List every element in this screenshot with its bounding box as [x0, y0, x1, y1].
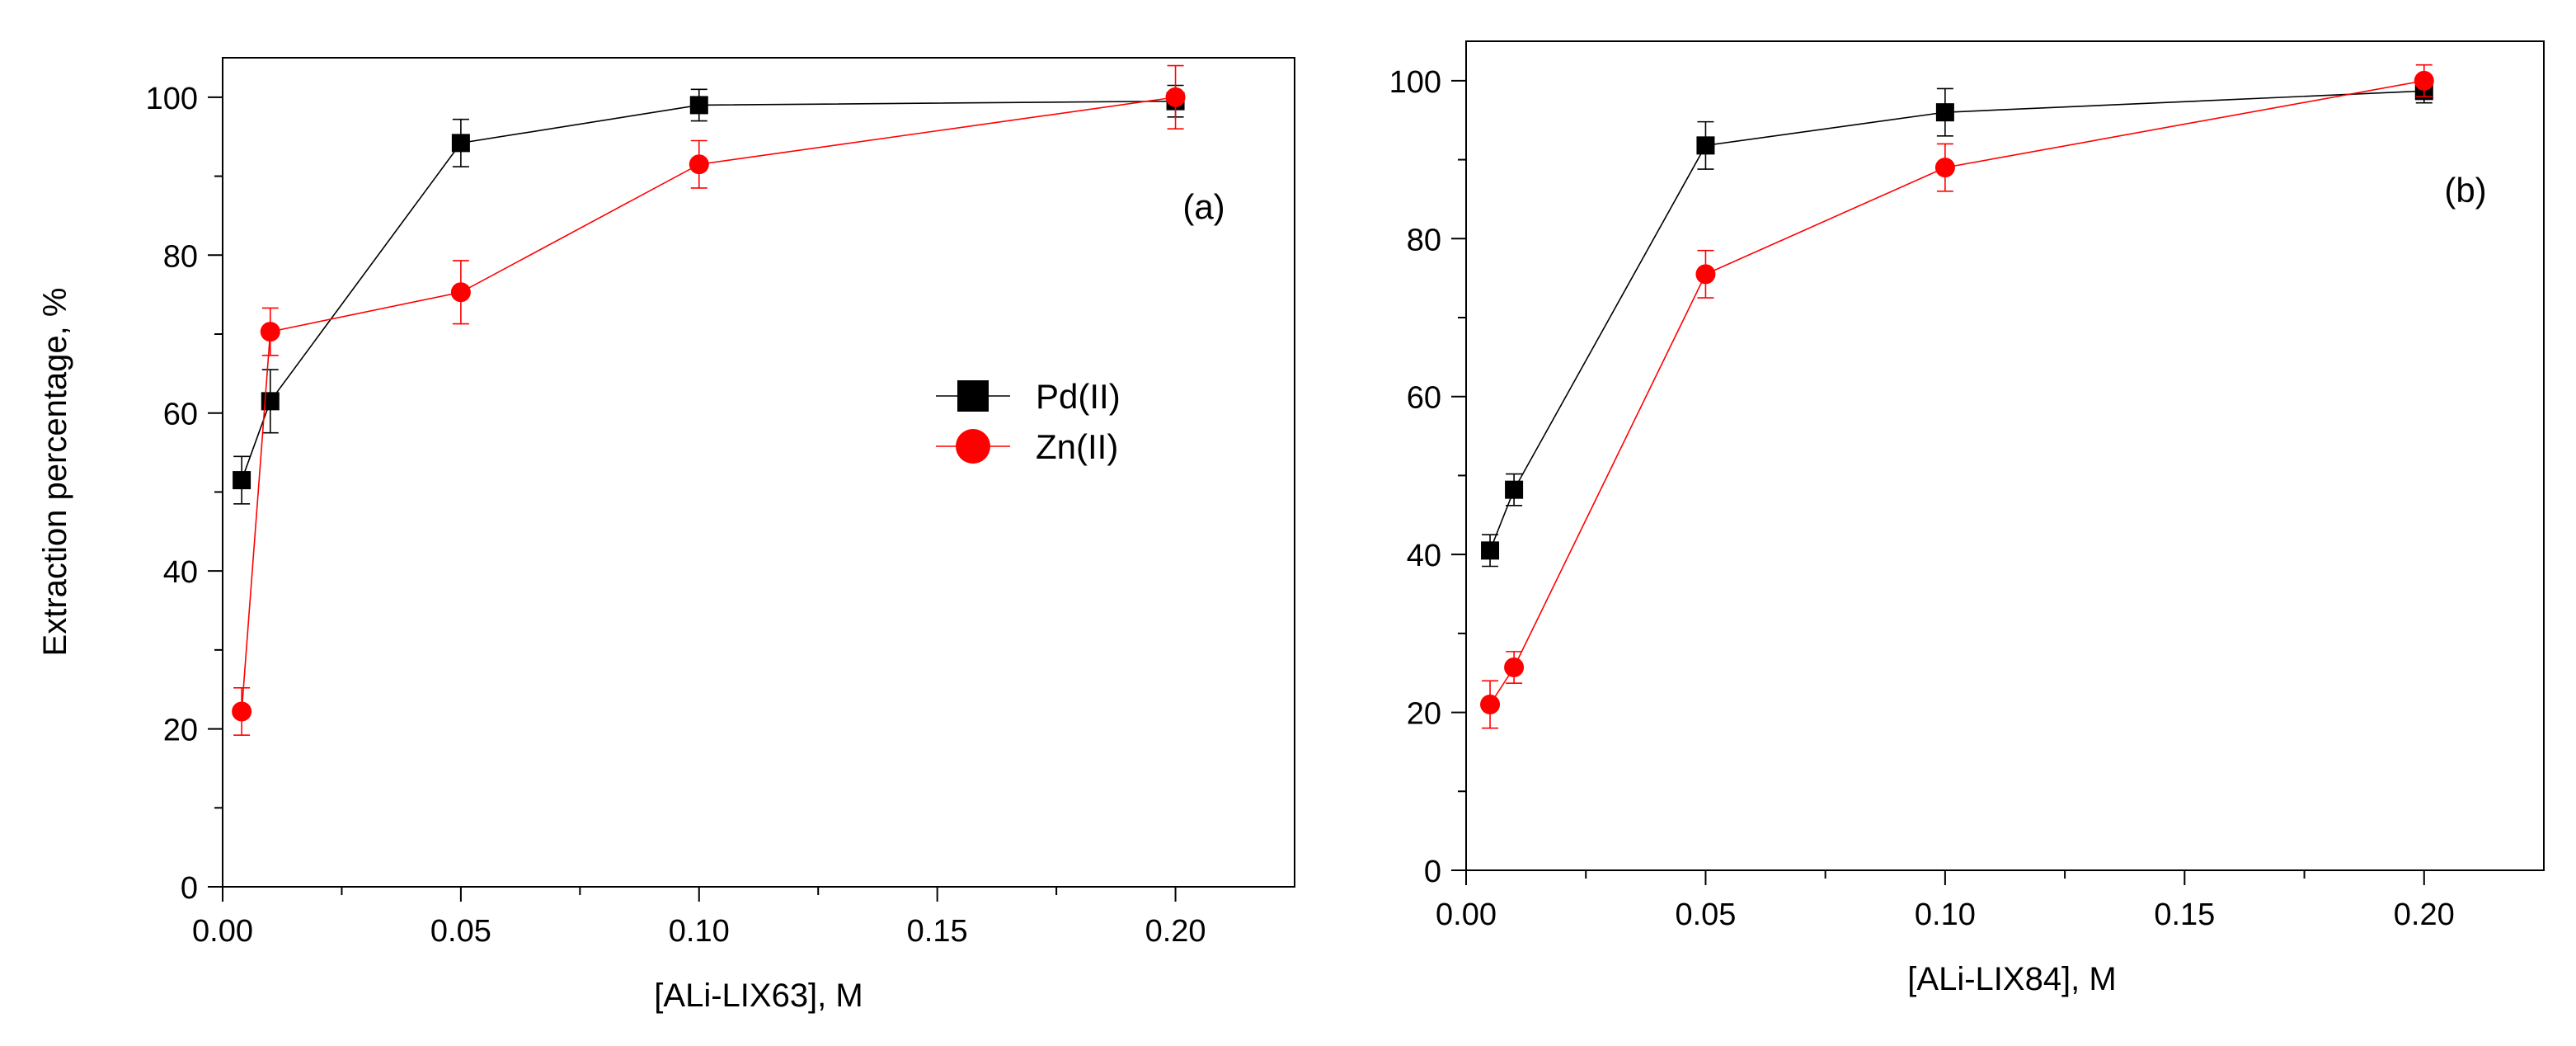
- x-tick-label: 0.15: [907, 914, 968, 949]
- legend-label: Zn(II): [1036, 427, 1118, 466]
- data-point-circle: [1934, 158, 1955, 178]
- panel-label: (a): [1182, 187, 1225, 226]
- panel-label: (b): [2444, 171, 2486, 210]
- y-tick-label: 40: [1407, 539, 1441, 573]
- data-point-square: [233, 471, 251, 490]
- data-point-circle: [1695, 264, 1716, 285]
- data-point-square: [1505, 480, 1524, 499]
- y-tick-label: 80: [1407, 223, 1441, 257]
- y-tick-label: 20: [163, 714, 198, 748]
- data-point-square: [1935, 103, 1954, 122]
- y-tick-label: 100: [146, 82, 198, 116]
- series-pd-ii-: [233, 84, 1185, 505]
- series-line: [1489, 90, 2424, 551]
- x-tick-label: 0.20: [1145, 914, 1206, 949]
- y-tick-label: 0: [181, 871, 198, 906]
- chart-panel-b: 0.00 0.05 0.10 0.15 0.20 0 20 40 60 80 100 [ALi-LIX…: [1389, 40, 2545, 997]
- x-tick-label: 0.10: [669, 914, 730, 949]
- data-point-circle: [1480, 695, 1501, 714]
- x-tick-label: 0.05: [430, 914, 491, 949]
- x-tick-label: 0.00: [1436, 898, 1497, 932]
- y-tick-label: 40: [163, 555, 198, 590]
- series-line: [241, 100, 1176, 481]
- series-zn-ii-: [1480, 64, 2434, 729]
- series-line: [1489, 80, 2424, 705]
- y-tick-label: 60: [163, 398, 198, 432]
- legend-marker-square: [957, 380, 989, 412]
- data-point-circle: [1165, 87, 1186, 107]
- x-tick-label: 0.05: [1675, 898, 1736, 932]
- data-point-circle: [1504, 657, 1525, 678]
- y-tick-label: 0: [1424, 855, 1441, 889]
- data-point-square: [451, 134, 470, 153]
- legend-marker-circle: [956, 429, 990, 464]
- y-tick-label: 60: [1407, 381, 1441, 416]
- data-point-square: [1481, 541, 1500, 560]
- x-tick-label: 0.00: [192, 914, 253, 949]
- data-point-square: [1696, 136, 1715, 155]
- y-tick-label: 20: [1407, 697, 1441, 732]
- data-point-circle: [260, 322, 280, 342]
- plot-frame: [222, 57, 1295, 888]
- legend: Pd(II) Zn(II): [936, 377, 1121, 466]
- chart-panel-a: 0.00 0.05 0.10 0.15 0.20 0 20 40 60 80 100 [ALi-LIX…: [37, 57, 1295, 1014]
- legend-label: Pd(II): [1036, 377, 1121, 416]
- data-point-circle: [232, 701, 252, 722]
- y-tick-label: 80: [163, 239, 198, 274]
- data-point-circle: [2414, 70, 2434, 91]
- x-axis-title: [ALi-LIX63], M: [654, 978, 863, 1014]
- x-tick-label: 0.10: [1915, 898, 1976, 932]
- data-point-circle: [450, 282, 471, 303]
- y-tick-label: 100: [1389, 65, 1441, 100]
- data-point-circle: [689, 154, 709, 175]
- series-zn-ii-: [232, 64, 1186, 737]
- x-axis-title: [ALi-LIX84], M: [1907, 961, 2116, 997]
- series-pd-ii-: [1481, 78, 2433, 568]
- x-tick-label: 0.15: [2154, 898, 2215, 932]
- data-point-square: [689, 96, 708, 115]
- y-axis-title: Extraction percentage, %: [37, 288, 73, 657]
- plot-frame: [1465, 40, 2545, 871]
- x-tick-label: 0.20: [2394, 898, 2455, 932]
